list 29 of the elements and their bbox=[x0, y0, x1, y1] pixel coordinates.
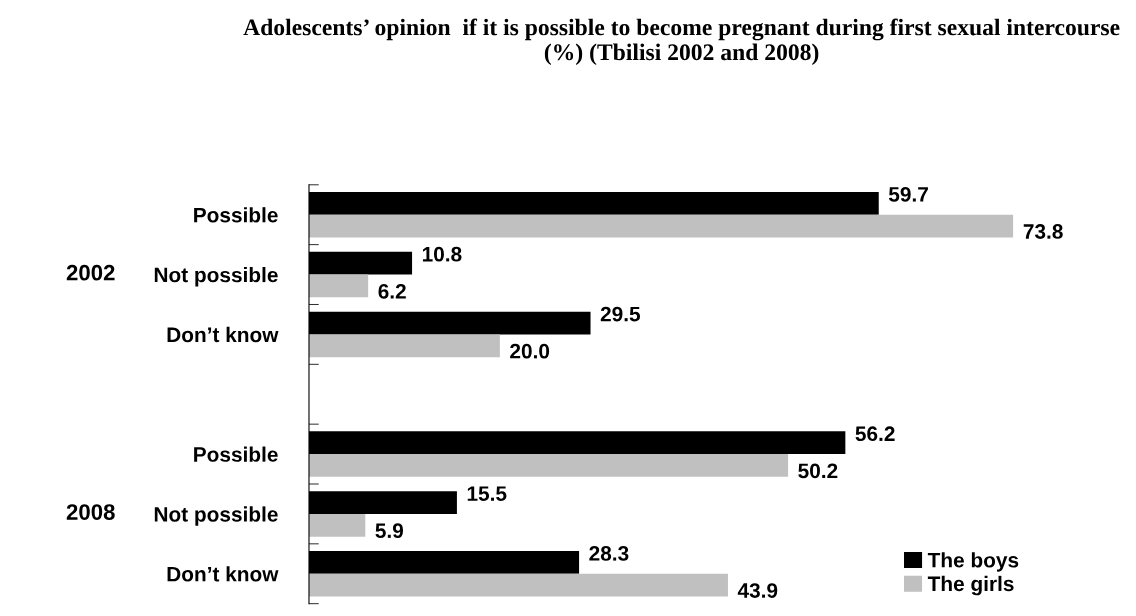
bar bbox=[308, 513, 366, 537]
data-label: 20.0 bbox=[510, 343, 550, 359]
chart-title: Adolescents’ opinion if it is possible to become pregnant during first sexual intercourse (%) (Tbilisi 2002 and 2008) bbox=[243, 18, 1120, 66]
bar bbox=[308, 573, 728, 597]
legend-label: The girls bbox=[927, 575, 1014, 596]
bar bbox=[308, 334, 500, 358]
data-label: 73.8 bbox=[1023, 224, 1063, 239]
bar bbox=[308, 214, 1014, 238]
bar bbox=[308, 454, 789, 477]
data-label: 6.2 bbox=[378, 283, 406, 299]
data-label: 15.5 bbox=[467, 486, 507, 501]
data-label: 29.5 bbox=[600, 306, 641, 322]
legend-label: The boys bbox=[927, 552, 1019, 572]
data-label: 59.7 bbox=[888, 187, 928, 202]
y-tick-label: Possible bbox=[194, 446, 278, 462]
text: 2002 bbox=[66, 264, 115, 281]
y-tick-label: Not possible bbox=[154, 267, 278, 287]
data-label: 28.3 bbox=[589, 546, 629, 561]
bar bbox=[308, 274, 369, 298]
data-label: 5.9 bbox=[375, 523, 404, 539]
text: 2008 bbox=[66, 504, 115, 520]
y-tick-label: Possible bbox=[194, 207, 278, 223]
data-label: 56.2 bbox=[855, 426, 895, 442]
data-label: 10.8 bbox=[422, 246, 462, 262]
y-tick-label: Don’t know bbox=[167, 326, 279, 343]
data-label: 50.2 bbox=[798, 463, 838, 479]
data-label: 43.9 bbox=[737, 583, 778, 598]
y-tick-label: Don’t know bbox=[167, 566, 279, 582]
y-tick-label: Not possible bbox=[154, 506, 278, 526]
